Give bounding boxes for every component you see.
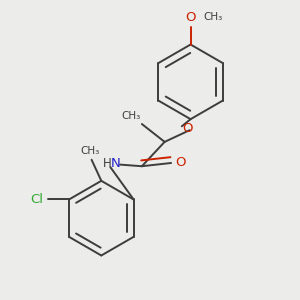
Text: O: O [185, 11, 196, 24]
Text: CH₃: CH₃ [80, 146, 100, 157]
Text: Cl: Cl [30, 193, 43, 206]
Text: O: O [182, 122, 193, 135]
Text: N: N [111, 158, 121, 170]
Text: CH₃: CH₃ [121, 111, 140, 121]
Text: H: H [103, 158, 112, 170]
Text: O: O [175, 156, 185, 169]
Text: CH₃: CH₃ [204, 12, 223, 22]
